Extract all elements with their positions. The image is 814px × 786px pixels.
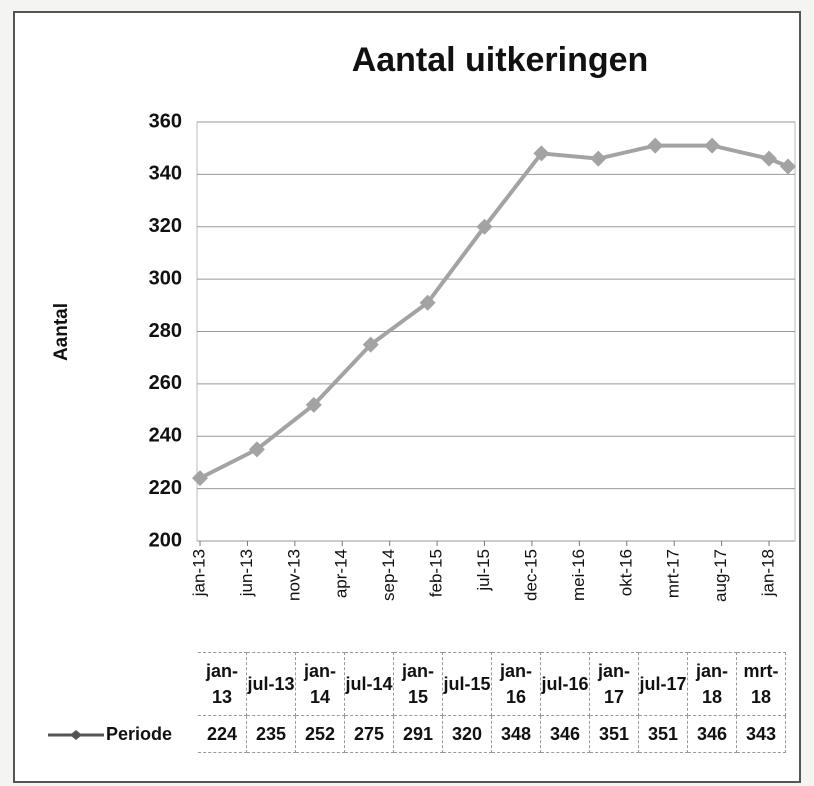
marker	[248, 441, 265, 458]
table-value: 252	[295, 715, 345, 753]
marker	[419, 294, 436, 311]
x-tick-label: jan-13	[189, 549, 208, 597]
marker	[590, 150, 607, 167]
x-tick-label: apr-14	[332, 549, 351, 598]
y-tick-label: 300	[149, 267, 182, 289]
y-tick-label: 320	[149, 215, 182, 237]
blank-cell	[21, 653, 198, 716]
marker	[533, 145, 550, 162]
x-tick-label: feb-15	[427, 549, 446, 597]
table-value: 291	[393, 715, 443, 753]
x-tick-label: nov-13	[284, 549, 303, 601]
legend-icon	[47, 729, 104, 740]
table-value: 235	[246, 715, 296, 753]
table-value: 346	[687, 715, 737, 753]
x-tick-label: jun-13	[237, 549, 256, 597]
table-period: jan-17	[589, 652, 639, 716]
table-period: jul-15	[442, 652, 492, 716]
legend-label: Periode	[105, 723, 173, 744]
y-tick-label: 280	[149, 320, 182, 342]
marker	[476, 218, 493, 235]
y-tick-label: 220	[149, 477, 182, 499]
x-tick-label: dec-15	[521, 549, 540, 601]
table-value: 348	[491, 715, 541, 753]
y-tick-label: 200	[149, 529, 182, 551]
table-value: 351	[638, 715, 688, 753]
x-tick-label: aug-17	[711, 549, 730, 602]
x-tick-label: sep-14	[379, 549, 398, 601]
table-period: jul-17	[638, 652, 688, 716]
table-period: mrt-18	[736, 652, 786, 716]
y-tick-label: 240	[149, 425, 182, 447]
table-period: jan-14	[295, 652, 345, 716]
data-table: jan-13 jul-13 jan-14 jul-14 jan-15 jul-15 jan-…	[20, 652, 786, 753]
table-value: 224	[197, 715, 247, 753]
y-axis-label: Aantal	[51, 303, 72, 361]
x-tick-label: mrt-17	[664, 549, 683, 598]
table-period: jan-16	[491, 652, 541, 716]
marker	[362, 336, 379, 353]
legend-cell: Periode	[21, 716, 198, 753]
x-tick-label: jul-15	[474, 549, 493, 592]
table-value: 351	[589, 715, 639, 753]
table-period: jul-16	[540, 652, 590, 716]
table-value: 343	[736, 715, 786, 753]
table-period: jul-13	[246, 652, 296, 716]
marker	[761, 150, 778, 167]
table-value: 320	[442, 715, 492, 753]
y-tick-label: 360	[149, 110, 182, 132]
x-tick-label: mei-16	[569, 549, 588, 601]
x-tick-label: jan-18	[759, 549, 778, 597]
table-value: 275	[344, 715, 394, 753]
series-line	[199, 143, 789, 480]
marker	[305, 396, 322, 413]
x-tick-label: okt-16	[616, 549, 635, 596]
table-period: jan-13	[197, 652, 247, 716]
table-period: jan-18	[687, 652, 737, 716]
y-tick-label: 260	[149, 372, 182, 394]
marker	[647, 137, 664, 154]
table-period: jan-15	[393, 652, 443, 716]
table-value: 346	[540, 715, 590, 753]
marker	[704, 137, 721, 154]
marker	[192, 470, 208, 487]
y-tick-label: 340	[149, 163, 182, 185]
chart-title: Aantal uitkeringen	[352, 41, 649, 79]
table-period: jul-14	[344, 652, 394, 716]
marker	[780, 158, 796, 175]
